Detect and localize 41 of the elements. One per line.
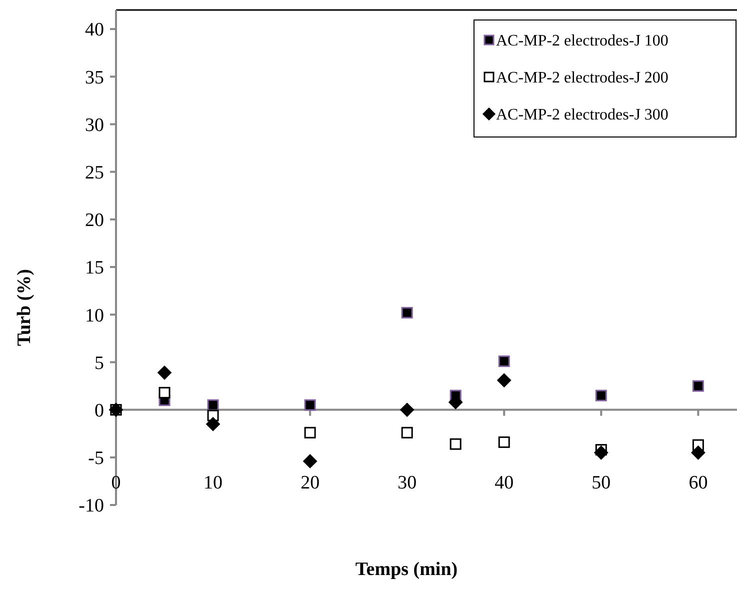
y-tick-label: 15	[85, 258, 104, 279]
x-tick-label: 20	[300, 472, 320, 494]
legend-label: AC-MP-2 electrodes-J 200	[496, 70, 668, 87]
x-axis-title: Temps (min)	[355, 559, 458, 580]
y-tick-label: 0	[94, 400, 104, 422]
x-tick-label: 30	[398, 472, 417, 494]
y-tick-label: 20	[85, 210, 104, 232]
x-tick-label: 10	[204, 472, 223, 494]
y-tick-label: 30	[85, 114, 104, 136]
y-tick-label: 5	[94, 352, 104, 374]
point	[692, 380, 704, 392]
y-tick-label: 35	[85, 67, 104, 88]
legend-label: AC-MP-2 electrodes-J 100	[496, 32, 668, 50]
y-axis-title: Turb (%)	[14, 269, 35, 346]
legend-label: AC-MP-2 electrodes-J 300	[496, 106, 668, 124]
point	[498, 356, 510, 368]
x-tick-label: 40	[494, 472, 514, 494]
point	[401, 306, 413, 318]
y-tick-label: -10	[78, 496, 104, 517]
point	[497, 373, 512, 388]
point	[498, 436, 510, 448]
y-tick-label: 25	[85, 162, 104, 184]
y-tick-label: -5	[88, 448, 104, 470]
point	[691, 446, 706, 460]
point	[401, 426, 413, 438]
point	[304, 426, 316, 438]
point	[158, 386, 170, 398]
point	[450, 438, 462, 450]
point	[206, 417, 220, 432]
x-tick-label: 50	[592, 472, 611, 494]
point	[595, 390, 607, 402]
point	[400, 402, 414, 417]
point	[158, 366, 172, 380]
y-tick-label: 40	[85, 20, 104, 41]
point	[594, 446, 608, 460]
y-tick-label: 10	[85, 305, 104, 326]
x-tick-label: 0	[111, 472, 121, 494]
point	[207, 399, 219, 411]
point	[303, 454, 318, 468]
point	[304, 399, 316, 411]
x-tick-label: 60	[688, 472, 708, 494]
